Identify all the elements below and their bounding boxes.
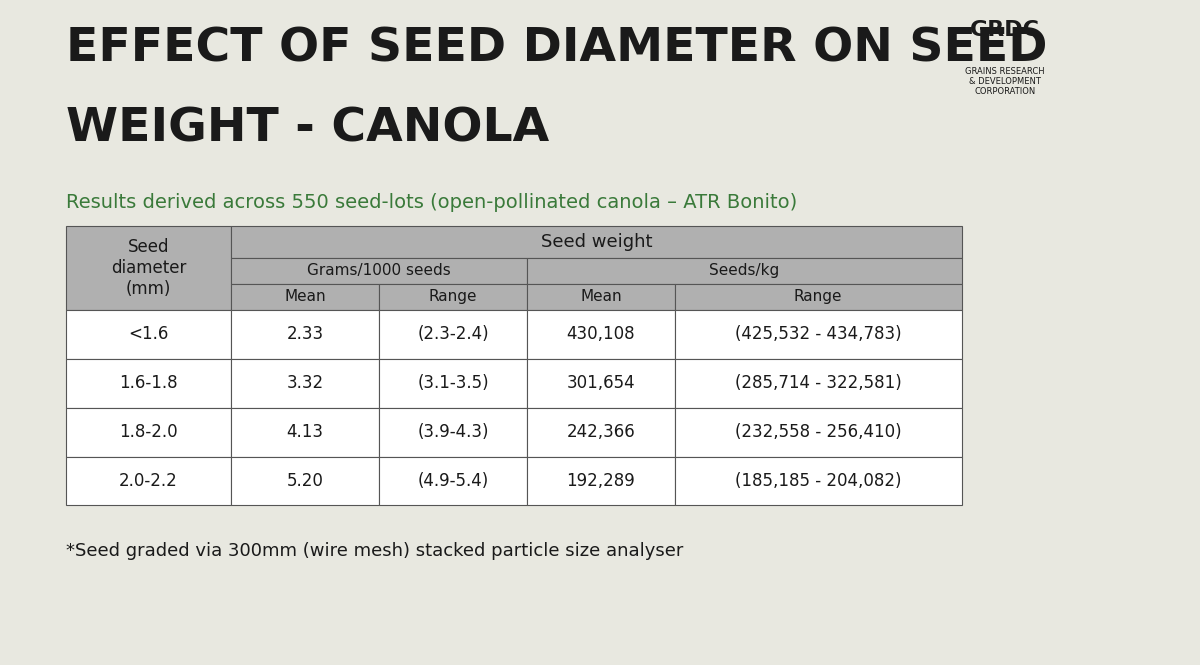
FancyBboxPatch shape	[232, 359, 379, 408]
Text: Seeds/kg: Seeds/kg	[709, 263, 780, 279]
Text: GRAINS RESEARCH
& DEVELOPMENT
CORPORATION: GRAINS RESEARCH & DEVELOPMENT CORPORATIO…	[966, 66, 1045, 96]
FancyBboxPatch shape	[379, 456, 527, 505]
FancyBboxPatch shape	[527, 408, 674, 457]
Text: 242,366: 242,366	[566, 423, 635, 441]
FancyBboxPatch shape	[674, 456, 961, 505]
Text: (185,185 - 204,082): (185,185 - 204,082)	[734, 472, 901, 490]
Text: Range: Range	[428, 289, 478, 305]
Text: WEIGHT - CANOLA: WEIGHT - CANOLA	[66, 106, 548, 152]
FancyBboxPatch shape	[232, 310, 379, 359]
Text: Mean: Mean	[580, 289, 622, 305]
FancyBboxPatch shape	[527, 359, 674, 408]
FancyBboxPatch shape	[527, 310, 674, 359]
FancyBboxPatch shape	[674, 408, 961, 457]
Text: Range: Range	[794, 289, 842, 305]
Text: 4.13: 4.13	[287, 423, 324, 441]
Text: 192,289: 192,289	[566, 472, 635, 490]
FancyBboxPatch shape	[66, 408, 232, 457]
Text: 1.6-1.8: 1.6-1.8	[119, 374, 178, 392]
FancyBboxPatch shape	[527, 258, 961, 284]
Text: Grams/1000 seeds: Grams/1000 seeds	[307, 263, 451, 279]
FancyBboxPatch shape	[66, 226, 232, 310]
FancyBboxPatch shape	[379, 310, 527, 359]
Text: (2.3-2.4): (2.3-2.4)	[418, 325, 488, 343]
Text: Seed weight: Seed weight	[541, 233, 653, 251]
FancyBboxPatch shape	[232, 258, 527, 284]
FancyBboxPatch shape	[232, 284, 379, 310]
Text: <1.6: <1.6	[128, 325, 169, 343]
Text: (3.9-4.3): (3.9-4.3)	[418, 423, 488, 441]
Text: EFFECT OF SEED DIAMETER ON SEED: EFFECT OF SEED DIAMETER ON SEED	[66, 27, 1048, 72]
FancyBboxPatch shape	[232, 408, 379, 457]
Text: (4.9-5.4): (4.9-5.4)	[418, 472, 488, 490]
Text: (232,558 - 256,410): (232,558 - 256,410)	[734, 423, 901, 441]
FancyBboxPatch shape	[674, 310, 961, 359]
FancyBboxPatch shape	[379, 359, 527, 408]
Text: 3.32: 3.32	[287, 374, 324, 392]
FancyBboxPatch shape	[232, 456, 379, 505]
Text: 2.0-2.2: 2.0-2.2	[119, 472, 178, 490]
FancyBboxPatch shape	[527, 456, 674, 505]
Text: 1.8-2.0: 1.8-2.0	[119, 423, 178, 441]
Text: 2.33: 2.33	[287, 325, 324, 343]
Text: Mean: Mean	[284, 289, 326, 305]
Text: (3.1-3.5): (3.1-3.5)	[418, 374, 488, 392]
FancyBboxPatch shape	[66, 456, 232, 505]
Text: Seed
diameter
(mm): Seed diameter (mm)	[110, 238, 186, 298]
FancyBboxPatch shape	[66, 359, 232, 408]
FancyBboxPatch shape	[379, 284, 527, 310]
Text: (285,714 - 322,581): (285,714 - 322,581)	[734, 374, 901, 392]
FancyBboxPatch shape	[527, 284, 674, 310]
Text: *Seed graded via 300mm (wire mesh) stacked particle size analyser: *Seed graded via 300mm (wire mesh) stack…	[66, 542, 683, 560]
Text: 5.20: 5.20	[287, 472, 324, 490]
FancyBboxPatch shape	[66, 310, 232, 359]
Text: (425,532 - 434,783): (425,532 - 434,783)	[734, 325, 901, 343]
FancyBboxPatch shape	[379, 408, 527, 457]
Text: 301,654: 301,654	[566, 374, 635, 392]
Text: GRDC: GRDC	[971, 20, 1040, 40]
FancyBboxPatch shape	[232, 226, 961, 258]
FancyBboxPatch shape	[674, 284, 961, 310]
Text: Results derived across 550 seed-lots (open-pollinated canola – ATR Bonito): Results derived across 550 seed-lots (op…	[66, 193, 797, 212]
Text: 430,108: 430,108	[566, 325, 635, 343]
FancyBboxPatch shape	[674, 359, 961, 408]
